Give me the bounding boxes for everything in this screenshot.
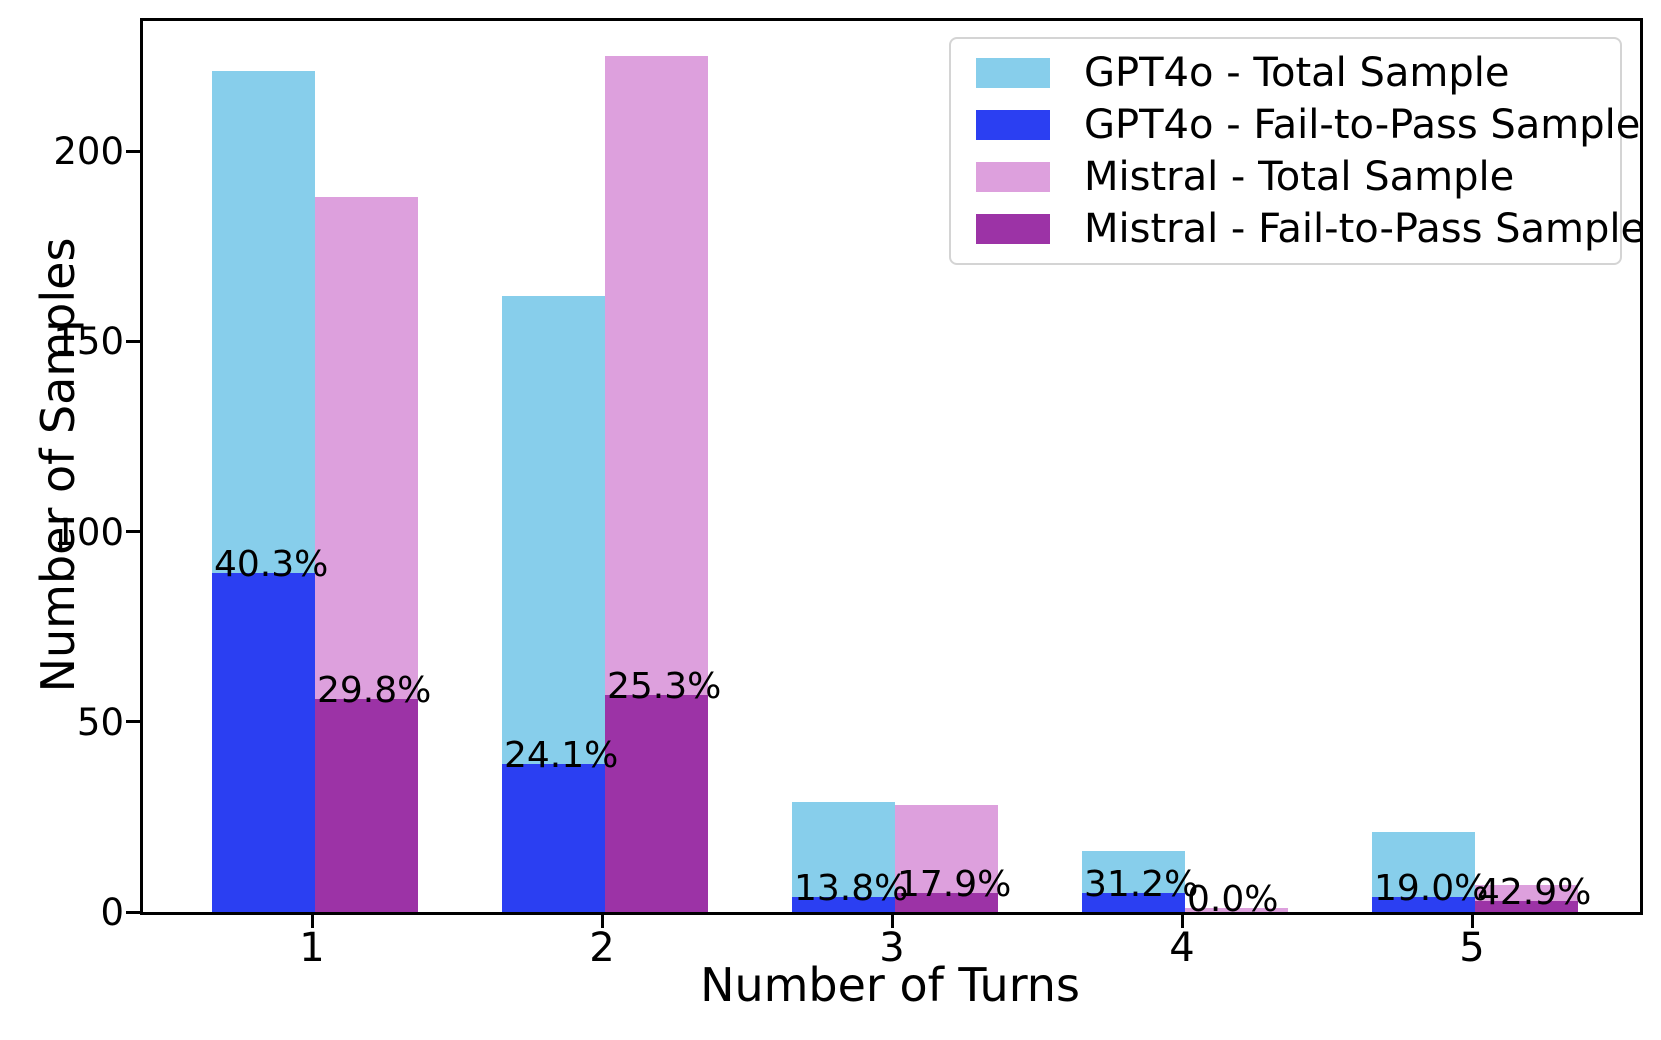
x-tick-label-1: 1: [299, 925, 325, 971]
x-tick-mark-4: [1180, 915, 1184, 928]
bar-gpt4o-fail-turn4: [1082, 892, 1185, 912]
y-tick-mark-50: [126, 720, 140, 724]
x-tick-mark-2: [600, 915, 604, 928]
y-tick-mark-200: [126, 149, 140, 153]
y-tick-mark-0: [126, 910, 140, 914]
x-axis-title: Number of Turns: [700, 958, 1080, 1012]
pct-label-gpt4o-turn3: 13.8%: [794, 867, 909, 909]
y-tick-mark-100: [126, 530, 140, 534]
legend-row-gpt4o-fail: GPT4o - Fail-to-Pass Sample: [951, 99, 1640, 151]
legend-swatch-mistral-fail-icon: [976, 214, 1050, 244]
bar-gpt4o-fail-turn2: [502, 763, 605, 912]
legend: GPT4o - Total Sample GPT4o - Fail-to-Pas…: [949, 37, 1645, 265]
bar-mistral-fail-turn5: [1475, 900, 1578, 912]
legend-swatch-gpt4o-fail-icon: [976, 110, 1050, 140]
y-axis-title: Number of Samples: [31, 237, 85, 693]
pct-label-mistral-turn2: 25.3%: [607, 666, 722, 708]
bar-gpt4o-total-turn3: [792, 801, 895, 912]
x-tick-label-2: 2: [589, 925, 615, 971]
x-tick-mark-5: [1470, 915, 1474, 928]
x-tick-label-4: 4: [1169, 925, 1195, 971]
pct-label-gpt4o-turn1: 40.3%: [214, 544, 329, 586]
x-tick-mark-3: [890, 915, 894, 928]
legend-row-mistral-fail: Mistral - Fail-to-Pass Sample: [951, 203, 1645, 255]
bar-mistral-total-turn4: [1185, 908, 1288, 912]
pct-label-mistral-turn1: 29.8%: [317, 669, 432, 711]
legend-label-mistral-fail: Mistral - Fail-to-Pass Sample: [1084, 206, 1646, 252]
pct-label-gpt4o-turn4: 31.2%: [1084, 863, 1199, 905]
y-tick-label-150: 150: [53, 320, 124, 364]
y-tick-label-200: 200: [53, 130, 124, 174]
legend-row-mistral-total: Mistral - Total Sample: [951, 151, 1620, 203]
pct-label-gpt4o-turn2: 24.1%: [504, 734, 619, 776]
legend-label-gpt4o-total: GPT4o - Total Sample: [1084, 50, 1510, 96]
bar-gpt4o-fail-turn3: [792, 896, 895, 912]
pct-label-gpt4o-turn5: 19.0%: [1374, 867, 1489, 909]
bar-mistral-fail-turn2: [605, 695, 708, 912]
legend-label-gpt4o-fail: GPT4o - Fail-to-Pass Sample: [1084, 102, 1641, 148]
legend-row-gpt4o-total: GPT4o - Total Sample: [951, 47, 1620, 99]
bar-mistral-fail-turn1: [315, 698, 418, 912]
x-tick-label-3: 3: [879, 925, 905, 971]
x-tick-mark-1: [310, 915, 314, 928]
legend-swatch-gpt4o-total-icon: [976, 58, 1050, 88]
bar-gpt4o-fail-turn1: [212, 573, 315, 912]
bar-mistral-fail-turn3: [895, 892, 998, 912]
y-tick-label-0: 0: [100, 891, 124, 934]
y-tick-label-100: 100: [53, 510, 124, 554]
y-tick-mark-150: [126, 339, 140, 343]
legend-swatch-mistral-total-icon: [976, 162, 1050, 192]
pct-label-mistral-turn4: 0.0%: [1187, 879, 1279, 921]
pct-label-mistral-turn5: 42.9%: [1477, 871, 1592, 913]
x-tick-label-5: 5: [1459, 925, 1485, 971]
pct-label-mistral-turn3: 17.9%: [897, 863, 1012, 905]
legend-label-mistral-total: Mistral - Total Sample: [1084, 154, 1515, 200]
y-tick-label-50: 50: [76, 700, 124, 744]
bar-gpt4o-fail-turn5: [1372, 896, 1475, 912]
